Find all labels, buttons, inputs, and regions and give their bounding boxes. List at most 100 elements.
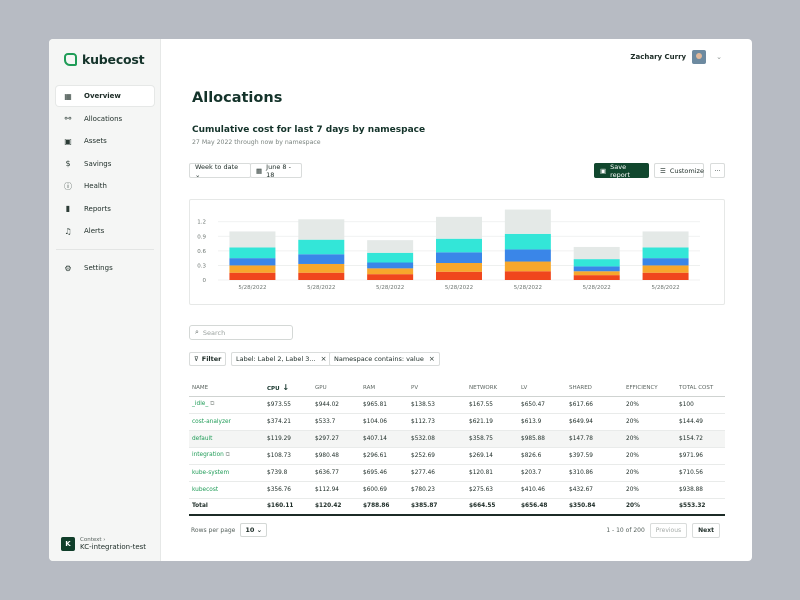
user-name: Zachary Curry xyxy=(630,53,687,61)
bar-segment[interactable] xyxy=(367,262,414,269)
bar-segment[interactable] xyxy=(367,268,414,275)
bar-segment[interactable] xyxy=(229,247,276,259)
sidebar-item-reports[interactable]: ▮ Reports xyxy=(56,199,154,219)
bar-segment[interactable] xyxy=(573,275,620,280)
bar-segment[interactable] xyxy=(229,258,276,266)
table-cell: $356.76 xyxy=(267,481,315,499)
table-cell: $553.32 xyxy=(679,498,725,516)
sidebar-item-allocations[interactable]: ⚯ Allocations xyxy=(56,109,154,129)
bar-segment[interactable] xyxy=(229,265,276,273)
previous-button[interactable]: Previous xyxy=(649,523,688,538)
bar-segment[interactable] xyxy=(298,263,345,273)
bar-segment[interactable] xyxy=(642,272,689,280)
column-header-efficiency[interactable]: EFFICIENCY xyxy=(626,380,679,397)
close-icon[interactable]: × xyxy=(428,355,435,363)
bar-segment[interactable] xyxy=(298,254,345,264)
column-header-network[interactable]: NETWORK xyxy=(469,380,521,397)
bar-segment[interactable] xyxy=(504,261,551,272)
column-header-gpu[interactable]: GPU xyxy=(315,380,363,397)
bar-segment[interactable] xyxy=(504,233,551,250)
table-row[interactable]: default $119.29 $297.27 $407.14 $532.08 $358.… xyxy=(189,430,725,448)
table-row[interactable]: integration ⧉ $108.73 $980.48 $296.61 $252.6… xyxy=(189,447,725,465)
column-header-label: EFFICIENCY xyxy=(626,384,658,391)
cell-value: 20% xyxy=(626,486,639,493)
filter-button[interactable]: ⊽ Filter xyxy=(189,352,227,366)
cell-value: default xyxy=(192,435,213,442)
bar-segment[interactable] xyxy=(642,231,689,248)
table-row[interactable]: cost-analyzer $374.21 $533.7 $104.06 $112.73… xyxy=(189,413,725,431)
row-name-cell[interactable]: integration ⧉ xyxy=(189,447,267,465)
row-name-cell[interactable]: kubecost xyxy=(189,481,267,499)
bar-segment[interactable] xyxy=(229,231,276,248)
bar-segment[interactable] xyxy=(642,265,689,273)
bar-segment[interactable] xyxy=(573,246,620,260)
column-header-cpu[interactable]: CPU ↓ xyxy=(267,380,315,397)
bar-segment[interactable] xyxy=(367,274,414,280)
bar-segment[interactable] xyxy=(504,271,551,280)
bar-segment[interactable] xyxy=(298,272,345,280)
alert-circle-icon: ⓘ xyxy=(64,181,72,191)
bar-segment[interactable] xyxy=(436,263,482,272)
bar-segment[interactable] xyxy=(504,249,551,262)
table-row[interactable]: kube-system $739.8 $636.77 $695.46 $277.46 $1… xyxy=(189,464,725,482)
close-icon[interactable]: × xyxy=(320,355,327,363)
filter-chip-label[interactable]: Label: Label 2, Label 3... × xyxy=(231,352,332,366)
column-header-name[interactable]: NAME xyxy=(189,380,267,397)
bar-segment[interactable] xyxy=(229,272,276,280)
bar-segment[interactable] xyxy=(504,209,551,234)
context-switcher[interactable]: K Context › KC-integration-test xyxy=(61,537,146,551)
column-header-total-cost[interactable]: TOTAL COST xyxy=(679,380,725,397)
bar-segment[interactable] xyxy=(573,259,620,267)
table-row[interactable]: _idle_ ⧉ $973.55 $944.02 $965.81 $138.53 $167… xyxy=(189,396,725,414)
sidebar-item-alerts[interactable]: ♫ Alerts xyxy=(56,221,154,241)
external-link-icon[interactable]: ⧉ xyxy=(208,401,215,407)
customize-button[interactable]: ☰ Customize xyxy=(654,163,704,178)
user-menu[interactable]: Zachary Curry ⌄ xyxy=(630,50,722,64)
bar-segment[interactable] xyxy=(436,238,482,253)
more-icon: ··· xyxy=(714,166,721,175)
column-header-ram[interactable]: RAM xyxy=(363,380,411,397)
table-cell: 20% xyxy=(626,481,679,499)
external-link-icon[interactable]: ⧉ xyxy=(223,452,230,458)
cell-value: $144.49 xyxy=(679,418,703,425)
sidebar-item-settings[interactable]: ⚙ Settings xyxy=(56,258,154,278)
bar-segment[interactable] xyxy=(436,252,482,263)
sidebar-item-assets[interactable]: ▣ Assets xyxy=(56,131,154,151)
column-header-label: GPU xyxy=(315,384,327,391)
row-name-cell[interactable]: cost-analyzer xyxy=(189,413,267,431)
row-name-cell[interactable]: kube-system xyxy=(189,464,267,482)
bar-segment[interactable] xyxy=(298,219,345,240)
table-row[interactable]: kubecost $356.76 $112.94 $600.69 $780.23 $275… xyxy=(189,481,725,499)
column-header-lv[interactable]: LV xyxy=(521,380,569,397)
range-select[interactable]: Week to date ⌄ xyxy=(189,163,251,179)
cell-value: $385.87 xyxy=(411,503,438,510)
row-name-cell[interactable]: _idle_ ⧉ xyxy=(189,396,267,414)
table-cell: $252.69 xyxy=(411,447,469,465)
bar-segment[interactable] xyxy=(573,271,620,276)
save-report-button[interactable]: ▣ Save report xyxy=(594,163,649,179)
search-input[interactable]: ⌕ Search xyxy=(189,325,293,340)
sidebar-item-overview[interactable]: ▦ Overview xyxy=(56,86,154,106)
bar-segment[interactable] xyxy=(642,247,689,259)
column-header-shared[interactable]: SHARED xyxy=(569,380,626,397)
date-range-button[interactable]: ▦ June 8 - 18 xyxy=(250,163,302,179)
bar-segment[interactable] xyxy=(367,252,414,263)
cell-value: $695.46 xyxy=(363,469,387,476)
sidebar-item-savings[interactable]: $ Savings xyxy=(56,154,154,174)
bar-segment[interactable] xyxy=(573,266,620,272)
bar-segment[interactable] xyxy=(436,271,482,280)
more-button[interactable]: ··· xyxy=(710,163,725,178)
bar-segment[interactable] xyxy=(298,239,345,255)
rows-per-page-select[interactable]: 10 ⌄ xyxy=(240,523,268,537)
table-cell: $277.46 xyxy=(411,464,469,482)
column-header-pv[interactable]: PV xyxy=(411,380,469,397)
filter-chip-namespace[interactable]: Namespace contains: value × xyxy=(329,352,440,366)
next-button[interactable]: Next xyxy=(692,523,720,538)
bar-segment[interactable] xyxy=(642,258,689,266)
sidebar-item-health[interactable]: ⓘ Health xyxy=(56,176,154,196)
kubecost-logo[interactable]: kubecost xyxy=(64,52,145,67)
bar-segment[interactable] xyxy=(436,216,482,239)
row-name-cell[interactable]: default xyxy=(189,430,267,448)
bar-segment[interactable] xyxy=(367,240,414,253)
column-header-label: NAME xyxy=(192,384,209,391)
